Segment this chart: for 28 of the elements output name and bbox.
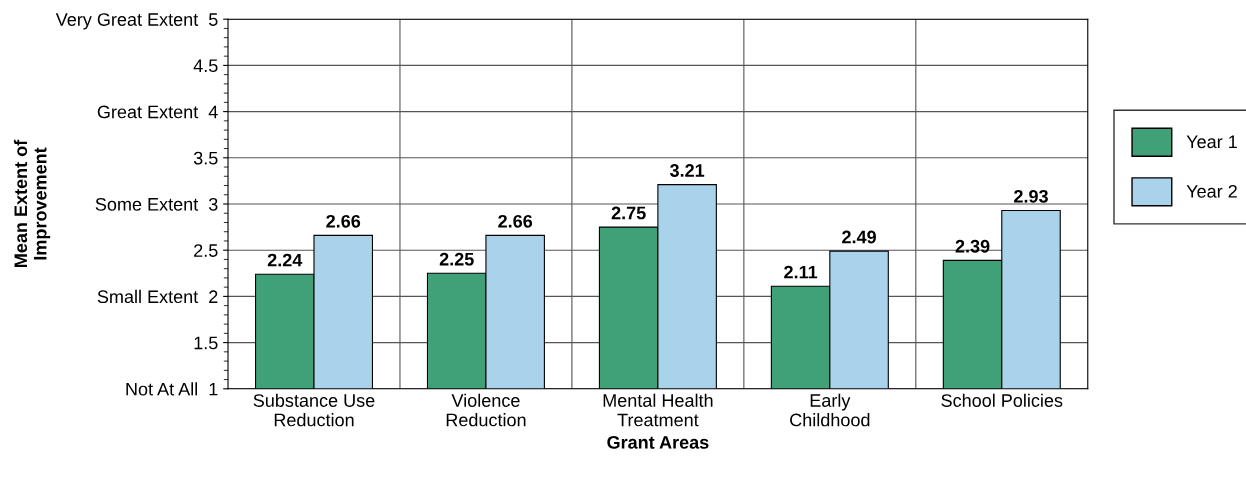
- data-label: 2.39: [955, 239, 990, 253]
- y-tick-label: 3.5: [193, 151, 218, 165]
- data-label: 2.66: [326, 214, 361, 228]
- y-tick-label: Some Extent 3: [95, 197, 218, 211]
- legend-label: Year 1: [1186, 135, 1237, 149]
- x-tick-label: Mental Health Treatment: [603, 393, 713, 427]
- data-label: 2.25: [439, 252, 474, 266]
- y-tick-label: Very Great Extent 5: [55, 13, 218, 30]
- x-tick-label: School Policies: [941, 393, 1063, 407]
- x-tick-label: Early Childhood: [790, 393, 870, 427]
- data-label: 2.66: [498, 214, 533, 228]
- y-tick-label: Not At All 1: [126, 382, 218, 396]
- data-label: 3.21: [669, 164, 705, 177]
- x-tick-label: Substance Use Reduction: [253, 393, 375, 427]
- y-tick-label: Great Extent 4: [97, 105, 218, 119]
- y-tick-label: 2.5: [194, 244, 218, 257]
- y-tick-label: Small Extent 2: [97, 289, 218, 304]
- x-tick-label: Violence Reduction: [446, 393, 526, 427]
- data-label: 2.11: [784, 265, 818, 279]
- data-label: 2.24: [267, 253, 303, 267]
- x-axis-title: Grant Areas: [607, 435, 709, 449]
- y-axis-title: Mean Extent of Improvement: [13, 139, 51, 267]
- y-tick-label: 4.5: [193, 59, 218, 73]
- data-label: 2.93: [1014, 189, 1048, 203]
- legend-label: Year 2: [1186, 184, 1237, 198]
- data-label: 2.49: [842, 230, 876, 244]
- y-tick-label: 1.5: [194, 336, 218, 350]
- data-label: 2.75: [611, 206, 646, 220]
